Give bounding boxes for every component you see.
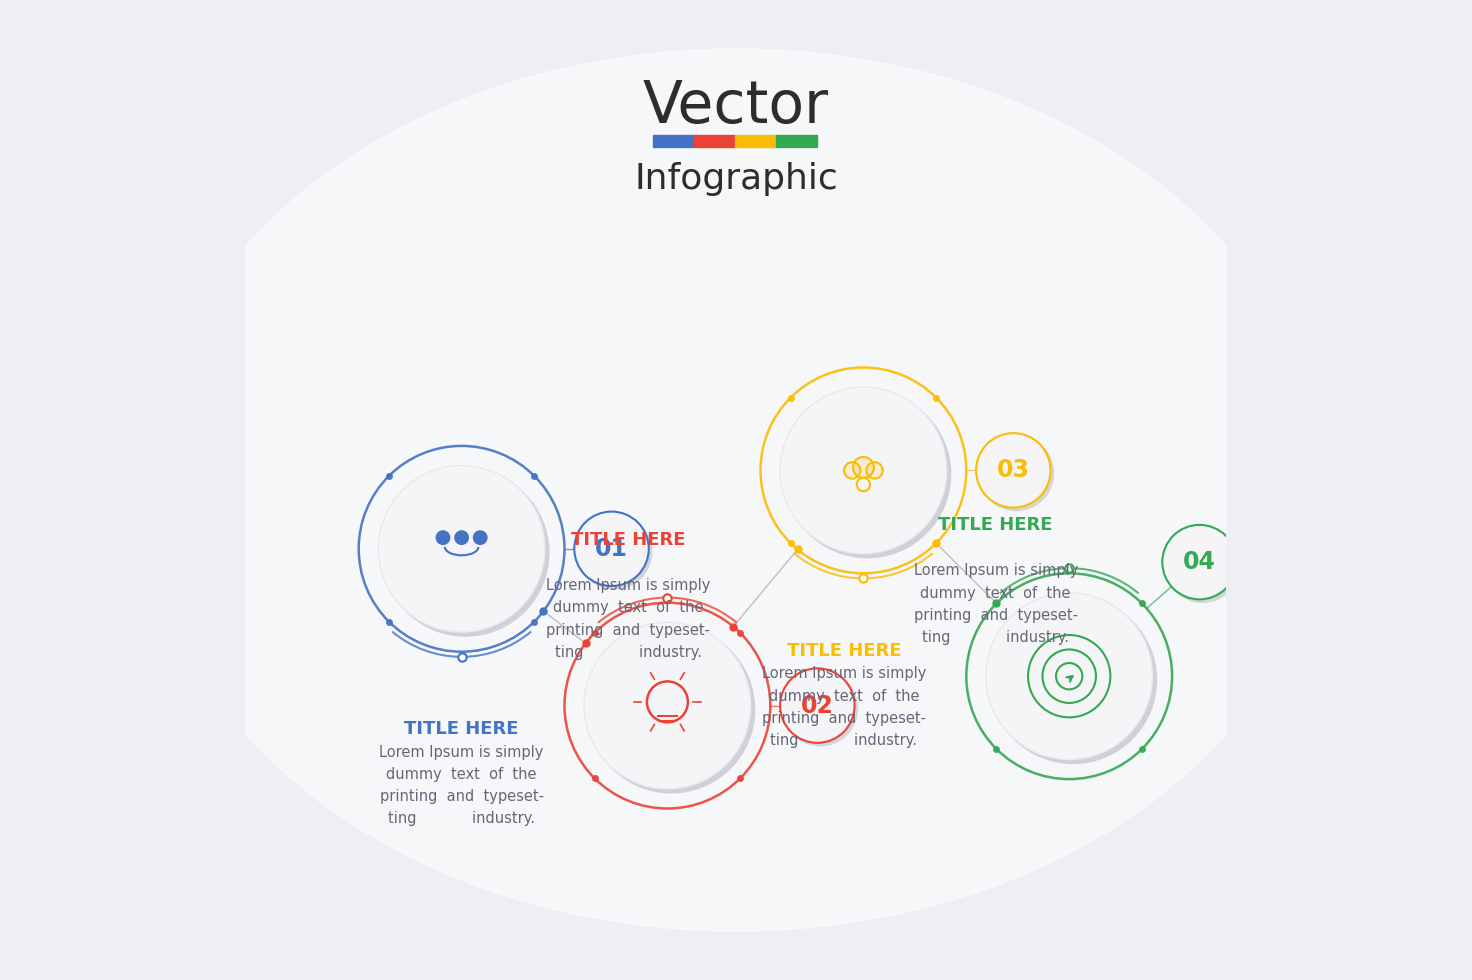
Text: 02: 02 bbox=[801, 694, 833, 717]
Circle shape bbox=[383, 469, 549, 636]
Circle shape bbox=[455, 531, 468, 544]
Text: 01: 01 bbox=[595, 537, 629, 561]
Circle shape bbox=[1163, 525, 1236, 600]
Bar bbox=[776, 135, 817, 147]
Text: 04: 04 bbox=[1183, 550, 1216, 574]
Text: Lorem Ipsum is simply
dummy  text  of  the
printing  and  typeset-
ting         : Lorem Ipsum is simply dummy text of the … bbox=[546, 578, 711, 660]
Circle shape bbox=[436, 531, 449, 544]
Ellipse shape bbox=[149, 49, 1323, 931]
Circle shape bbox=[577, 514, 652, 589]
Circle shape bbox=[474, 531, 487, 544]
Text: TITLE HERE: TITLE HERE bbox=[405, 720, 518, 738]
Text: TITLE HERE: TITLE HERE bbox=[571, 531, 686, 549]
Circle shape bbox=[587, 626, 755, 793]
Text: Lorem Ipsum is simply
dummy  text  of  the
printing  and  typeset-
ting         : Lorem Ipsum is simply dummy text of the … bbox=[761, 666, 926, 748]
Circle shape bbox=[584, 622, 751, 789]
Circle shape bbox=[785, 391, 951, 558]
Circle shape bbox=[780, 387, 946, 554]
Circle shape bbox=[378, 466, 545, 632]
Circle shape bbox=[783, 671, 858, 746]
Circle shape bbox=[867, 463, 883, 478]
Circle shape bbox=[986, 593, 1153, 760]
Circle shape bbox=[843, 463, 861, 478]
Text: TITLE HERE: TITLE HERE bbox=[939, 516, 1052, 534]
Text: Vector: Vector bbox=[643, 78, 829, 135]
Text: Lorem Ipsum is simply
dummy  text  of  the
printing  and  typeset-
ting         : Lorem Ipsum is simply dummy text of the … bbox=[380, 745, 543, 826]
Text: Lorem Ipsum is simply
dummy  text  of  the
printing  and  typeset-
ting         : Lorem Ipsum is simply dummy text of the … bbox=[914, 564, 1078, 645]
Bar bbox=[652, 135, 693, 147]
Circle shape bbox=[852, 457, 874, 478]
Bar bbox=[735, 135, 776, 147]
Circle shape bbox=[780, 668, 855, 743]
Text: TITLE HERE: TITLE HERE bbox=[786, 642, 901, 660]
Circle shape bbox=[979, 436, 1054, 511]
Text: Infographic: Infographic bbox=[634, 162, 838, 196]
Circle shape bbox=[989, 597, 1157, 763]
Circle shape bbox=[574, 512, 649, 586]
Circle shape bbox=[976, 433, 1051, 508]
Bar bbox=[693, 135, 735, 147]
Circle shape bbox=[1166, 528, 1239, 603]
Text: 03: 03 bbox=[997, 459, 1030, 482]
